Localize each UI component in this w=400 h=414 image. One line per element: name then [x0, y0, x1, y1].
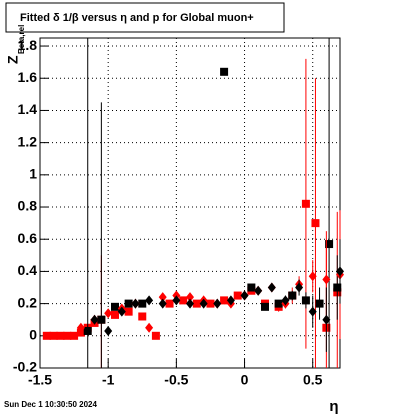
- point: [158, 298, 167, 309]
- point: [138, 312, 147, 321]
- point: [165, 299, 174, 308]
- point: [325, 240, 334, 249]
- y-tick-label: 0.4: [18, 262, 38, 278]
- point: [226, 295, 235, 306]
- y-tick-label: 0.2: [18, 294, 38, 310]
- point: [336, 266, 344, 277]
- point: [56, 331, 65, 340]
- point: [90, 314, 99, 325]
- point: [311, 219, 320, 228]
- point: [83, 326, 92, 335]
- point: [333, 283, 342, 292]
- point: [76, 322, 85, 333]
- point: [186, 292, 194, 303]
- x-tick-label: 0: [241, 372, 249, 388]
- y-axis-label: Z: [5, 55, 21, 64]
- point: [220, 67, 229, 76]
- x-tick-label: -1.5: [28, 372, 52, 388]
- point: [145, 295, 154, 306]
- y-tick-label: 1.8: [18, 37, 38, 53]
- point: [131, 298, 140, 309]
- point: [49, 331, 58, 340]
- footer: Sun Dec 1 10:30:50 2024: [4, 400, 97, 409]
- point: [247, 283, 256, 292]
- point: [301, 199, 310, 208]
- point: [97, 315, 106, 324]
- point: [117, 306, 126, 317]
- point: [104, 308, 113, 319]
- point: [206, 299, 215, 308]
- point: [158, 292, 167, 303]
- point: [267, 282, 276, 293]
- x-axis-label: η: [329, 398, 338, 414]
- y-tick-label: 0.8: [18, 198, 38, 214]
- y-tick-label: 1.2: [18, 133, 38, 149]
- point: [124, 307, 133, 316]
- point: [192, 299, 201, 308]
- point: [240, 290, 249, 301]
- point: [233, 291, 242, 300]
- point: [288, 291, 297, 300]
- point: [220, 296, 229, 305]
- y-tick-label: -0.2: [13, 359, 37, 375]
- point: [295, 282, 304, 293]
- point: [308, 271, 317, 282]
- point: [42, 331, 51, 340]
- point: [111, 310, 119, 319]
- x-tick-label: -1: [102, 372, 115, 388]
- point: [63, 331, 72, 340]
- point: [308, 306, 317, 317]
- point: [261, 302, 269, 311]
- point: [254, 285, 263, 296]
- point: [138, 299, 147, 308]
- x-tick-label: 0.5: [303, 372, 323, 388]
- point: [315, 299, 324, 308]
- point: [70, 331, 79, 340]
- point: [145, 322, 154, 333]
- title-box: [5, 2, 285, 33]
- point: [124, 299, 133, 308]
- point: [151, 331, 160, 340]
- y-tick-label: 0: [29, 327, 37, 343]
- plot-frame: [39, 37, 341, 369]
- point: [322, 274, 331, 285]
- point: [179, 296, 188, 305]
- point: [322, 314, 331, 325]
- point: [301, 296, 310, 305]
- point: [281, 295, 290, 306]
- chart-title: Fitted δ 1/β versus η and p for Global m…: [20, 12, 254, 24]
- y-tick-label: 1.6: [18, 69, 38, 85]
- y-tick-label: 1: [29, 166, 37, 182]
- point: [186, 298, 194, 309]
- y-axis-label-sub: Beta,rel: [17, 25, 26, 54]
- point: [213, 298, 222, 309]
- point: [111, 302, 119, 311]
- point: [274, 299, 283, 308]
- y-tick-label: 1.4: [18, 101, 38, 117]
- point: [104, 325, 113, 336]
- point: [199, 298, 208, 309]
- x-tick-label: -0.5: [164, 372, 188, 388]
- point: [172, 295, 181, 306]
- y-axis-label-group: Z Beta,rel: [5, 25, 26, 64]
- y-tick-label: 0.6: [18, 230, 38, 246]
